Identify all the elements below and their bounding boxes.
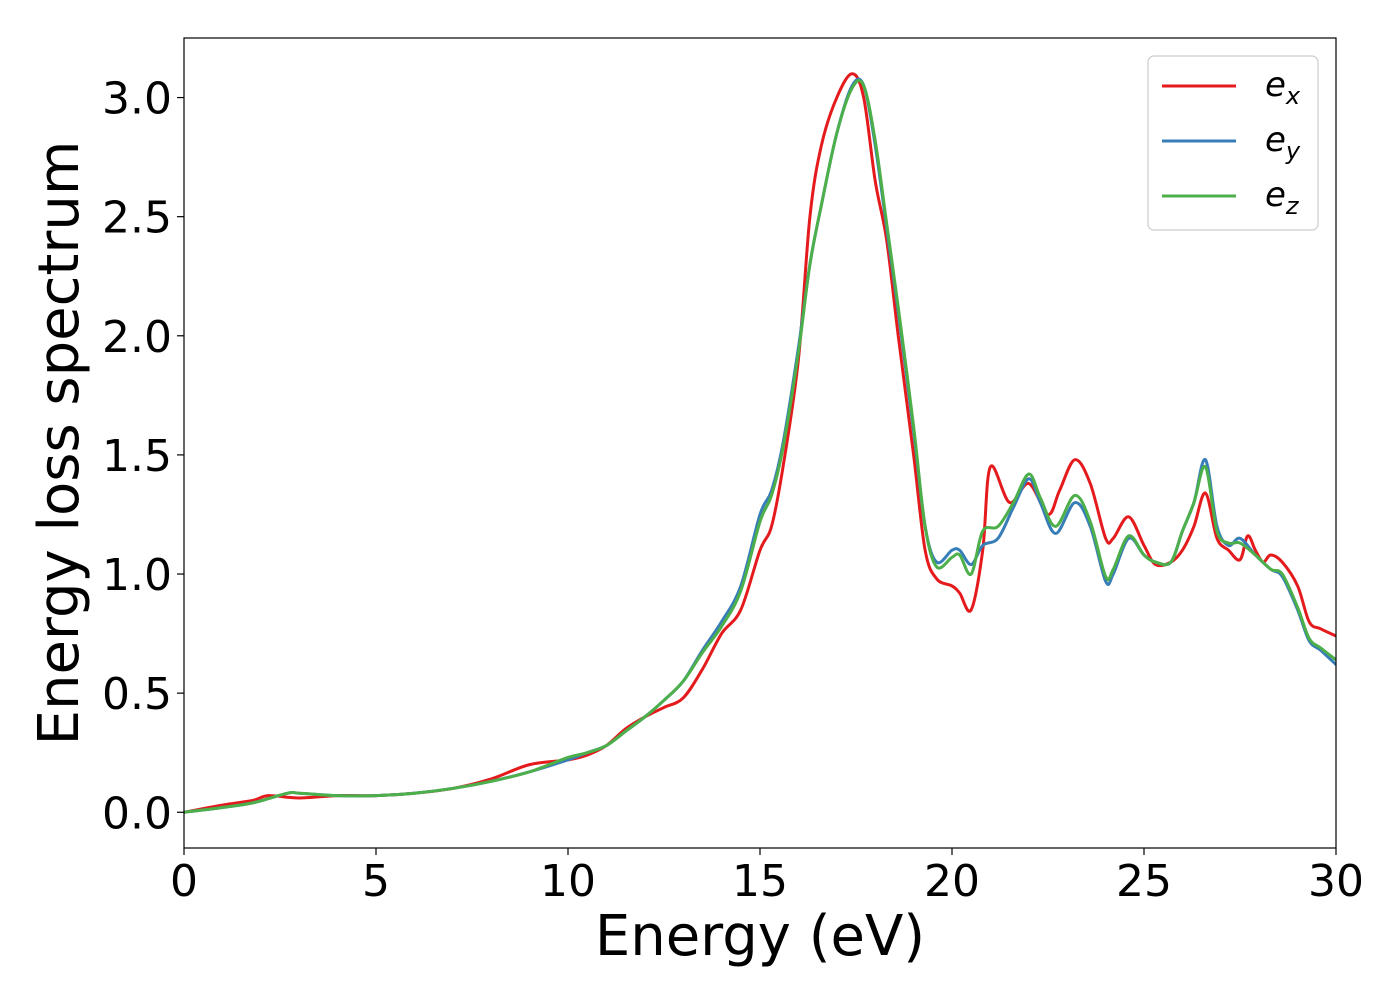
y-tick-label: 2.5 [102,193,172,244]
y-tick-label: 3.0 [102,74,172,125]
x-tick-label: 5 [362,856,390,907]
legend-label: ez [1265,175,1300,220]
x-tick-label: 0 [170,856,198,907]
y-tick-label: 0.0 [102,788,172,839]
series-line-e_x [184,72,1336,814]
series-line-e_z [184,78,1336,814]
legend-label: ey [1265,120,1301,165]
legend-label: ex [1265,65,1301,110]
legend-item-e_z: ez [1162,175,1300,220]
legend: ex ey ez [1147,55,1319,231]
legend-box [1147,55,1319,231]
x-axis-label: Energy (eV) [595,904,925,969]
y-axis-ticks: 0.0 0.5 1.0 1.5 2.0 2.5 3.0 [102,74,184,839]
y-tick-label: 2.0 [102,312,172,363]
y-tick-label: 1.5 [102,431,172,482]
legend-item-e_x: ex [1162,65,1301,110]
x-tick-label: 20 [924,856,980,907]
y-tick-label: 0.5 [102,669,172,720]
plot-lines [184,72,1336,814]
legend-item-e_y: ey [1162,120,1301,165]
x-tick-label: 10 [540,856,596,907]
x-axis-ticks: 0 5 10 15 20 25 30 [170,848,1364,907]
y-tick-label: 1.0 [102,550,172,601]
x-tick-label: 15 [732,856,788,907]
x-tick-label: 30 [1308,856,1364,907]
x-tick-label: 25 [1116,856,1172,907]
y-axis-label: Energy loss spectrum [27,141,92,746]
